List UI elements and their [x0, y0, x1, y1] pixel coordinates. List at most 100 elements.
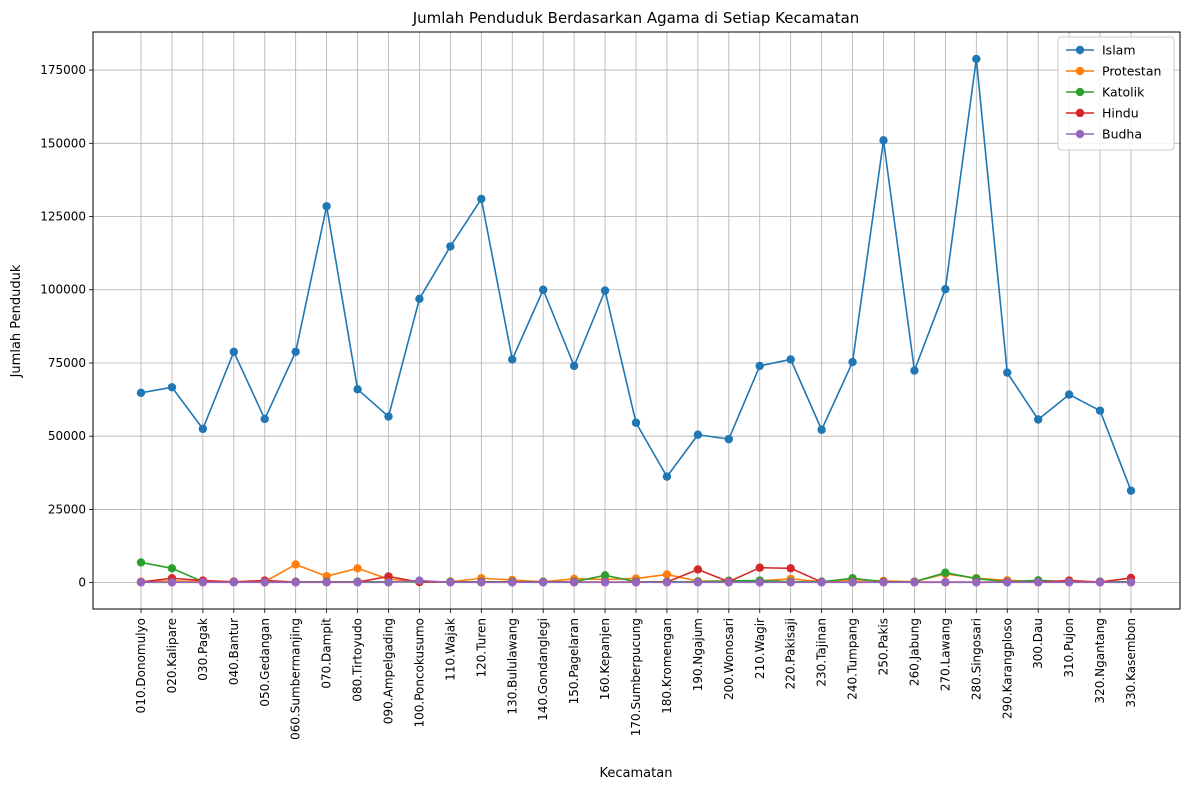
x-tick-label: 150.Pagelaran — [567, 618, 581, 704]
data-point-islam — [136, 388, 146, 398]
y-tick-label: 150000 — [40, 136, 86, 150]
legend-marker-katolik — [1075, 87, 1085, 97]
data-point-islam — [291, 347, 300, 357]
data-point-katolik — [167, 564, 177, 573]
data-point-budha — [817, 578, 826, 587]
data-point-katolik — [941, 568, 950, 577]
data-point-islam — [229, 347, 239, 357]
x-tick-label: 290.Karangploso — [1000, 618, 1014, 719]
data-point-protestan — [662, 570, 672, 579]
data-point-islam — [477, 194, 486, 204]
legend-label-islam: Islam — [1102, 43, 1136, 58]
data-point-islam — [508, 355, 517, 364]
legend-label-hindu: Hindu — [1102, 106, 1139, 121]
data-point-budha — [724, 578, 734, 587]
x-tick-label: 300.Dau — [1031, 618, 1045, 669]
data-point-islam — [941, 284, 950, 294]
data-point-hindu — [786, 564, 795, 573]
x-tick-label: 310.Pujon — [1062, 618, 1076, 678]
x-tick-label: 320.Ngantang — [1093, 618, 1107, 704]
data-point-budha — [291, 578, 300, 587]
data-point-islam — [631, 418, 641, 427]
data-point-budha — [972, 578, 981, 587]
data-point-protestan — [291, 560, 300, 569]
data-point-budha — [786, 578, 795, 587]
data-point-islam — [972, 54, 981, 64]
x-tick-label: 010.Donomulyo — [134, 618, 148, 713]
data-point-islam — [724, 434, 734, 444]
data-point-islam — [662, 472, 672, 481]
data-point-budha — [693, 578, 703, 587]
data-point-islam — [384, 412, 393, 421]
data-point-budha — [538, 578, 548, 587]
data-point-budha — [477, 578, 486, 587]
data-point-budha — [198, 578, 208, 587]
data-point-budha — [1003, 578, 1012, 587]
data-point-budha — [941, 578, 950, 587]
data-point-budha — [136, 578, 146, 587]
legend-marker-budha — [1075, 129, 1085, 139]
x-tick-label: 190.Ngajum — [691, 618, 705, 691]
data-point-islam — [1064, 390, 1074, 399]
data-point-budha — [1064, 578, 1074, 587]
data-point-budha — [910, 578, 919, 587]
legend-marker-protestan — [1075, 66, 1085, 76]
data-point-katolik — [600, 571, 610, 580]
x-tick-label: 160.Kepanjen — [598, 618, 612, 700]
data-point-katolik — [136, 558, 146, 567]
data-point-hindu — [693, 565, 703, 574]
y-tick-label: 100000 — [40, 283, 86, 297]
data-point-islam — [260, 414, 269, 424]
data-point-budha — [229, 578, 239, 587]
x-tick-label: 120.Turen — [474, 618, 488, 678]
x-tick-label: 050.Gedangan — [258, 618, 272, 707]
data-point-islam — [817, 425, 826, 434]
data-point-islam — [693, 430, 703, 439]
x-tick-label: 170.Sumberpucung — [629, 618, 643, 736]
x-tick-label: 100.Poncokusumo — [412, 618, 426, 728]
legend-label-budha: Budha — [1102, 127, 1142, 142]
data-point-islam — [167, 383, 177, 392]
data-point-hindu — [755, 563, 764, 572]
x-tick-label: 210.Wagir — [753, 618, 767, 679]
x-axis-label: Kecamatan — [600, 766, 673, 781]
data-point-islam — [1095, 406, 1105, 415]
data-point-islam — [755, 361, 764, 371]
x-tick-label: 280.Singosari — [969, 618, 983, 700]
x-tick-label: 130.Bululawang — [505, 618, 519, 715]
y-tick-label: 0 — [78, 576, 86, 590]
x-tick-label: 020.Kalipare — [165, 618, 179, 693]
data-point-islam — [910, 366, 919, 375]
data-point-budha — [755, 578, 764, 587]
data-point-budha — [322, 578, 331, 587]
legend-marker-hindu — [1075, 108, 1085, 118]
x-tick-label: 230.Tajinan — [815, 618, 829, 687]
x-tick-label: 220.Pakisaji — [784, 618, 798, 689]
y-axis-label: Jumlah Penduduk — [9, 264, 24, 378]
data-point-islam — [538, 285, 548, 294]
data-point-budha — [600, 578, 610, 587]
x-tick-label: 250.Pakis — [877, 618, 891, 675]
y-tick-label: 25000 — [48, 502, 86, 516]
plot-frame — [92, 31, 1181, 610]
data-point-hindu — [384, 572, 393, 581]
chart-title: Jumlah Penduduk Berdasarkan Agama di Set… — [412, 9, 860, 27]
data-point-islam — [322, 202, 331, 211]
data-point-islam — [600, 286, 610, 295]
legend-marker-islam — [1075, 45, 1085, 55]
x-tick-label: 330.Kasembon — [1124, 618, 1138, 708]
data-point-islam — [353, 385, 362, 394]
legend: Islam Protestan Katolik Hindu Budha — [1057, 36, 1175, 151]
legend-label-protestan: Protestan — [1102, 64, 1161, 79]
data-point-islam — [198, 424, 208, 434]
data-point-budha — [384, 578, 393, 587]
data-point-budha — [353, 578, 362, 587]
legend-label-katolik: Katolik — [1102, 85, 1145, 100]
data-point-islam — [569, 361, 579, 371]
x-tick-label: 180.Kromengan — [660, 618, 674, 714]
data-point-budha — [569, 578, 579, 587]
x-tick-label: 270.Lawang — [938, 618, 952, 691]
y-tick-label: 75000 — [48, 356, 86, 370]
series-islam — [136, 54, 1136, 495]
